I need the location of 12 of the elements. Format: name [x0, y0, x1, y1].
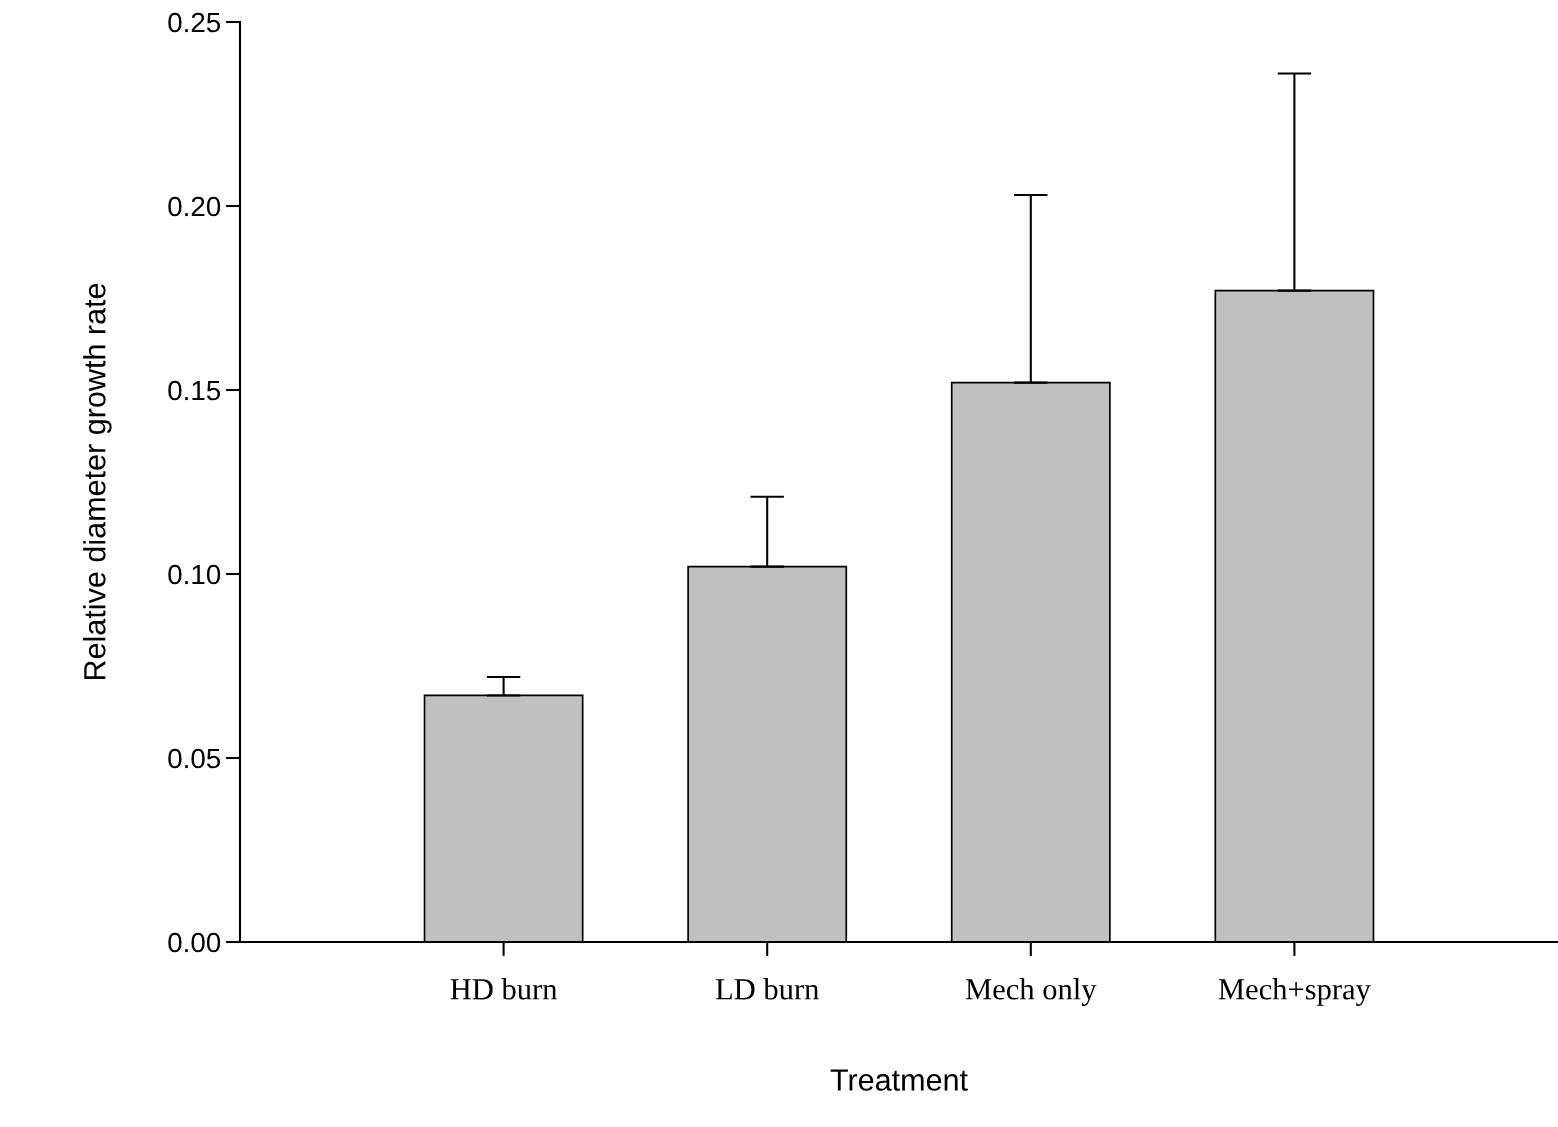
y-tick-label: 0.15 — [168, 380, 221, 401]
x-axis-title: Treatment — [830, 1069, 968, 1091]
y-tick-label: 0.05 — [168, 748, 221, 769]
x-tick-label: HD burn — [450, 978, 558, 1000]
x-tick-label: Mech+spray — [1218, 978, 1371, 1006]
x-tick-label: LD burn — [715, 978, 819, 1000]
x-tick-label: Mech only — [965, 978, 1097, 1006]
y-tick-label: 0.25 — [168, 12, 221, 33]
y-tick-label: 0.00 — [168, 932, 221, 953]
y-tick-label: 0.10 — [168, 564, 221, 585]
y-axis-title: Relative diameter growth rate — [83, 283, 112, 680]
y-tick-label: 0.20 — [168, 196, 221, 217]
